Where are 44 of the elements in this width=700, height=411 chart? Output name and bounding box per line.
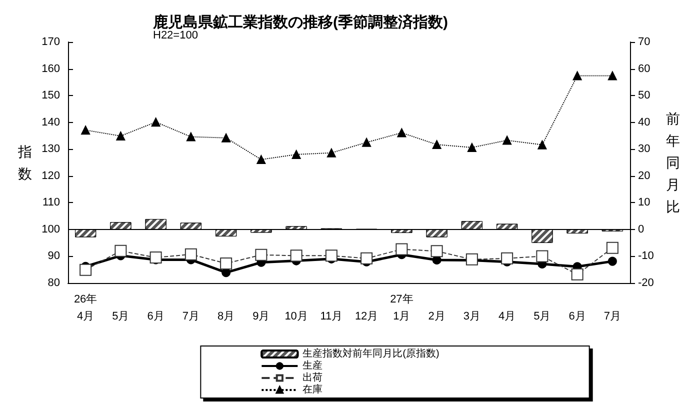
chart-title: 鹿児島県鉱工業指数の推移(季節調整済指数)	[152, 13, 448, 31]
x-tick-label: 8月	[218, 310, 235, 322]
x-tick-label: 5月	[534, 310, 551, 322]
x-tick-label: 12月	[354, 310, 378, 322]
x-tick-label: 9月	[252, 310, 270, 322]
x-tick-label: 6月	[147, 310, 164, 322]
y2-tick-label: 10	[638, 196, 650, 209]
y2-tick-label: 0	[638, 223, 644, 236]
y-tick-label: 120	[42, 170, 60, 182]
legend-label: 生産指数対前年同月比(原指数)	[302, 348, 440, 360]
x-tick-label: 26年 4月	[74, 294, 98, 322]
x-tick-label: 2月	[428, 310, 446, 322]
x-tick-label: 27年 1月	[390, 294, 414, 322]
y2-tick-label: 30	[638, 143, 650, 156]
x-tick-label: 4月	[498, 310, 516, 322]
y-tick-label: 130	[42, 143, 60, 156]
y-tick-label: 150	[42, 90, 60, 102]
x-tick-label: 6月	[568, 310, 586, 322]
x-tick-label: 3月	[463, 310, 480, 322]
chart-subtitle: H22=100	[153, 30, 198, 42]
y2-tick-label: -10	[638, 250, 654, 262]
legend-label: 出荷	[302, 372, 323, 384]
y2-tick-label: 50	[638, 90, 650, 102]
y-axis-title: 指数	[17, 144, 32, 182]
x-tick-label: 5月	[112, 310, 130, 322]
x-tick-label: 11月	[320, 310, 343, 322]
y-tick-label: 90	[48, 250, 60, 262]
y-tick-label: 80	[48, 277, 60, 289]
y-tick-label: 140	[42, 116, 60, 128]
y2-tick-label: 70	[638, 36, 650, 48]
y2-axis-title: 前年同月比	[666, 110, 680, 214]
y2-tick-label: 60	[638, 62, 650, 75]
x-tick-label: 7月	[182, 310, 200, 322]
x-tick-label: 10月	[284, 310, 308, 322]
y-tick-label: 100	[42, 223, 60, 236]
legend-label: 生産	[302, 360, 323, 372]
y2-tick-label: 40	[638, 116, 650, 128]
y-tick-label: 110	[42, 196, 60, 209]
legend-label: 在庫	[302, 384, 323, 396]
y-tick-label: 170	[42, 36, 60, 48]
y-tick-label: 160	[42, 62, 60, 75]
y2-tick-label: 20	[638, 170, 650, 182]
y2-tick-label: -20	[638, 277, 654, 289]
x-tick-label: 7月	[604, 310, 621, 322]
